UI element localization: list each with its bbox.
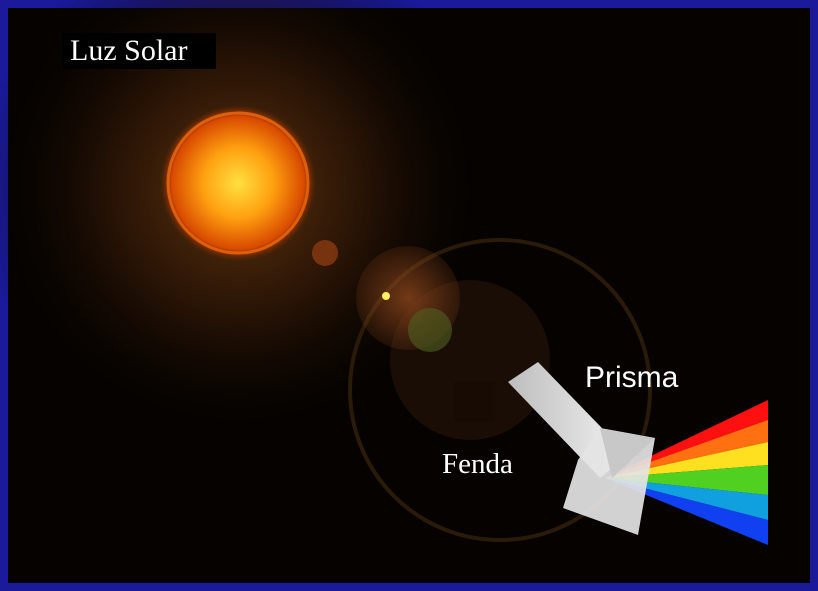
slit <box>453 382 495 422</box>
illustration: Luz Solar Prisma Fenda <box>0 0 818 591</box>
flare-spark <box>382 292 390 300</box>
flare-green <box>408 308 452 352</box>
flare-dot <box>312 240 338 266</box>
prism-label: Prisma <box>585 361 679 394</box>
sun <box>160 105 316 261</box>
slit-label: Fenda <box>442 448 513 480</box>
sun-label: Luz Solar <box>70 34 187 67</box>
